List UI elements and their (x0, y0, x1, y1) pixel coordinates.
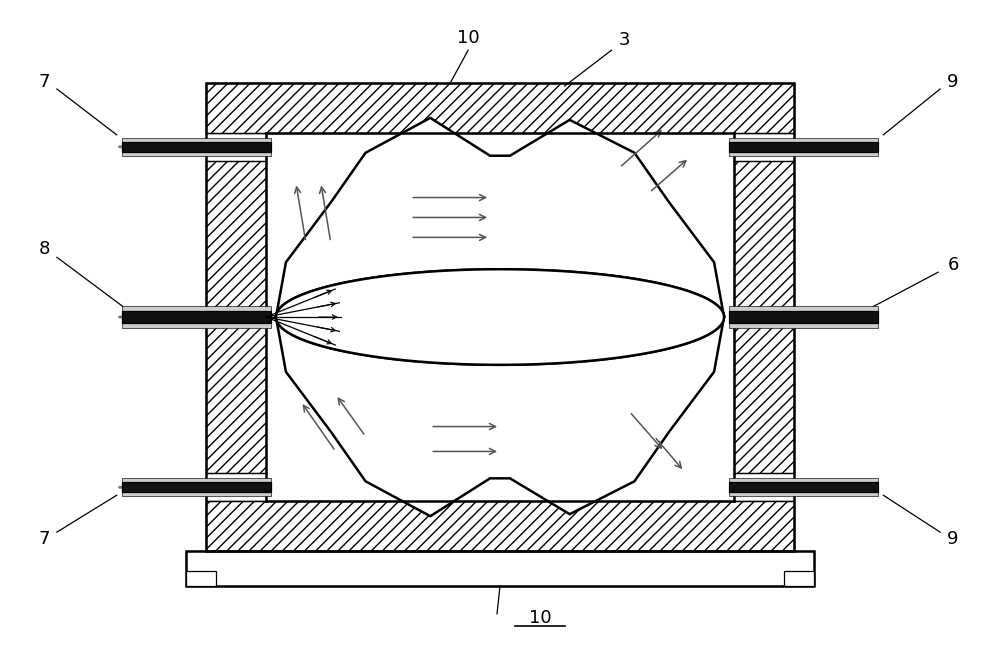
Bar (122, 478, 271, 496)
Bar (122, 306, 271, 328)
Text: 6: 6 (947, 256, 959, 274)
Bar (186, 551, 814, 586)
Bar (729, 306, 878, 328)
Bar (729, 311, 878, 323)
Bar (122, 142, 271, 152)
Text: 9: 9 (947, 73, 959, 91)
Polygon shape (276, 118, 724, 317)
Bar (734, 501, 794, 551)
Bar (734, 160, 794, 474)
Polygon shape (276, 317, 724, 516)
Bar (734, 83, 794, 133)
Bar (206, 501, 794, 551)
Text: 9: 9 (947, 530, 959, 548)
Text: 10: 10 (457, 29, 479, 47)
Bar (206, 160, 266, 474)
Bar (186, 571, 216, 586)
Bar (186, 551, 814, 586)
Bar (729, 482, 878, 492)
Bar (729, 142, 878, 152)
Bar (206, 501, 266, 551)
Text: 10: 10 (529, 609, 551, 627)
Bar (206, 83, 266, 133)
Bar (206, 83, 794, 551)
Bar (122, 138, 271, 156)
Polygon shape (276, 269, 724, 365)
Bar (729, 478, 878, 496)
Bar (206, 83, 794, 133)
Bar (784, 571, 814, 586)
Text: 7: 7 (38, 530, 50, 548)
Text: 7: 7 (38, 73, 50, 91)
Bar (122, 311, 271, 323)
Text: 3: 3 (619, 31, 630, 49)
Bar (122, 482, 271, 492)
Bar (729, 138, 878, 156)
Text: 8: 8 (38, 240, 50, 258)
